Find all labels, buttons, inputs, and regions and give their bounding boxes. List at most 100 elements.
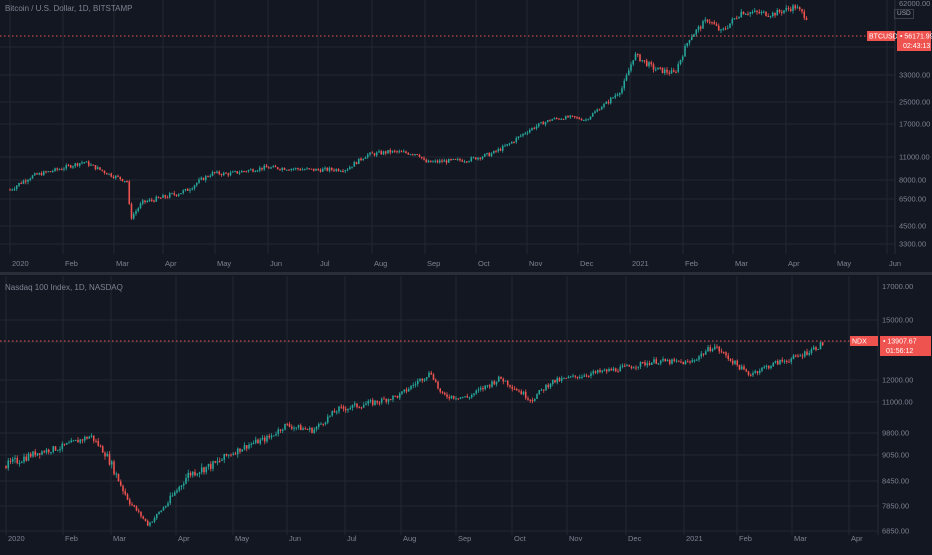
candle-body [342,406,345,409]
candle-body [477,389,480,391]
candle-body [268,436,271,438]
candle-body [394,395,397,397]
candle-body [749,374,752,376]
candle-body [126,181,128,183]
candle-body [592,371,595,374]
candle-body [234,171,236,173]
candle-body [175,194,178,196]
candle-body [13,188,16,190]
candle-body [173,492,176,496]
currency-unit-badge[interactable]: USD [894,9,914,19]
candle-body [50,452,52,454]
candle-body [616,94,619,96]
candle-body [668,72,671,74]
candle-body [751,11,754,13]
candle-body [275,434,277,436]
candle-body [364,157,367,159]
candle-body [693,360,696,362]
candle-body [20,183,23,185]
last-price-value: • 56171.99 [900,34,932,41]
candle-body [609,97,612,104]
candle-body [506,144,509,146]
candle-body [104,452,106,457]
candle-body [22,180,25,184]
candle-body [398,393,401,398]
candle-body [645,60,648,67]
candle-body [716,346,718,348]
candle-body [704,351,707,355]
candle-body [277,429,280,435]
candle-body [497,149,500,152]
candle-body [416,380,419,385]
candle-body [191,471,194,476]
x-tick-label: Jun [889,259,901,268]
y-tick-label: 7850.00 [882,502,909,511]
candle-body [312,168,315,171]
candle-body [770,366,772,369]
candle-body [122,485,124,492]
candle-body [32,451,34,457]
y-tick-label: 12000.00 [882,376,913,385]
candle-body [198,179,200,183]
candle-body [51,171,54,173]
candle-body [9,460,12,462]
candle-body [707,347,709,352]
candle-body [783,360,786,362]
candle-body [88,436,91,439]
candle-body [288,424,291,427]
candle-body [351,404,354,408]
candle-body [252,443,255,445]
candle-body [423,379,426,381]
candle-body [302,428,304,431]
x-tick-label: Sep [458,534,471,543]
candle-body [86,437,88,439]
candle-body [698,356,700,360]
candle-body [527,398,529,400]
candle-body [747,371,750,375]
x-tick-label: Oct [514,534,527,543]
candle-body [231,171,234,173]
candle-body [243,171,245,173]
candle-body [288,169,290,171]
candle-body [439,388,442,392]
candle-body [387,399,390,402]
candle-body [342,170,344,172]
candle-body [551,379,554,384]
candle-body [140,511,142,517]
candle-body [344,170,347,172]
candle-body [310,168,313,170]
candle-body [294,168,297,170]
candle-body [781,359,784,362]
candle-body [607,102,610,104]
candle-body [101,169,104,171]
candle-body [40,173,43,176]
candle-body [518,390,520,392]
candle-body [83,437,86,441]
candle-body [155,196,158,202]
x-tick-label: 2021 [632,259,649,268]
candle-body [805,17,808,20]
candle-body [508,143,511,145]
candle-body [153,518,156,522]
candle-body [293,427,295,429]
candle-body [706,19,709,22]
candle-body [540,122,542,124]
candle-body [438,160,441,163]
candle-body [38,173,41,175]
candle-body [207,176,209,178]
candle-body [699,26,702,29]
y-tick-label: 9050.00 [882,451,909,460]
candle-body [187,472,190,478]
candle-body [529,399,532,401]
candle-body [63,443,66,445]
candle-body [331,411,334,416]
y-tick-label: 4500.00 [899,222,926,231]
candle-body [578,376,581,378]
candle-body [806,351,808,355]
candle-body [700,353,703,357]
candle-body [670,70,673,74]
candle-body [780,11,783,13]
candle-body [378,151,380,153]
candle-body [385,399,388,402]
